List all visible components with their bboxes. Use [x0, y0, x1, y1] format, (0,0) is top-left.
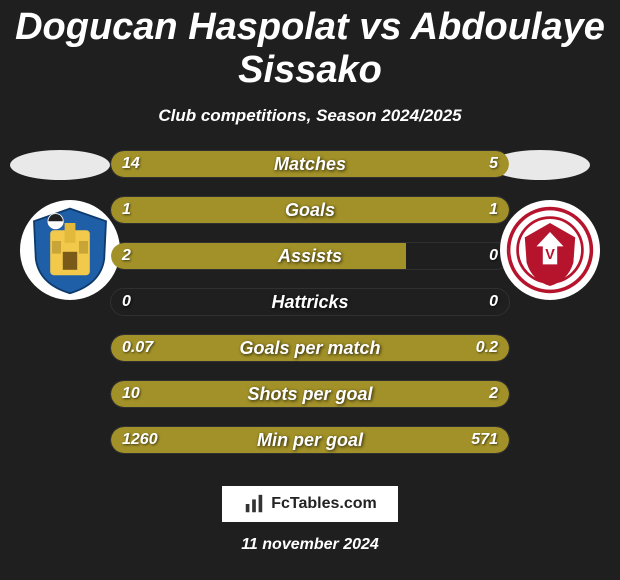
stat-bar-track: [110, 426, 510, 454]
stat-bar-right: [309, 197, 509, 223]
footer-date: 11 november 2024: [0, 536, 620, 554]
comparison-stage: V 145Matches11Goals20Assists00Hattricks0…: [0, 150, 620, 472]
stat-value-right: 0.2: [476, 334, 498, 362]
stat-value-left: 0: [122, 288, 131, 316]
stat-row: 145Matches: [0, 150, 620, 196]
stat-bar-left: [111, 151, 406, 177]
stat-value-left: 0.07: [122, 334, 153, 362]
stat-row: 0.070.2Goals per match: [0, 334, 620, 380]
stat-row: 1260571Min per goal: [0, 426, 620, 472]
stat-bar-track: [110, 334, 510, 362]
stat-row: 102Shots per goal: [0, 380, 620, 426]
stat-row: 00Hattricks: [0, 288, 620, 334]
bar-chart-icon: [243, 493, 265, 515]
stat-value-right: 1: [489, 196, 498, 224]
stat-value-right: 2: [489, 380, 498, 408]
stat-bar-track: [110, 150, 510, 178]
stat-value-right: 571: [471, 426, 498, 454]
stat-bar-right: [213, 335, 509, 361]
stat-value-right: 0: [489, 242, 498, 270]
stat-value-right: 5: [489, 150, 498, 178]
stat-bar-right: [442, 381, 509, 407]
stat-value-left: 1260: [122, 426, 158, 454]
stat-row: 20Assists: [0, 242, 620, 288]
stat-bar-track: [110, 288, 510, 316]
stat-bar-track: [110, 196, 510, 224]
page-title: Dogucan Haspolat vs Abdoulaye Sissako: [0, 0, 620, 92]
stat-bar-left: [111, 381, 444, 407]
stat-value-left: 10: [122, 380, 140, 408]
stat-value-left: 1: [122, 196, 131, 224]
subtitle: Club competitions, Season 2024/2025: [0, 106, 620, 126]
stat-value-right: 0: [489, 288, 498, 316]
brand-badge[interactable]: FcTables.com: [222, 486, 398, 522]
stat-bar-left: [111, 243, 406, 269]
stat-value-left: 2: [122, 242, 131, 270]
stat-bar-track: [110, 380, 510, 408]
stat-bar-track: [110, 242, 510, 270]
stat-row: 11Goals: [0, 196, 620, 242]
stat-value-left: 14: [122, 150, 140, 178]
stat-bar-left: [111, 197, 311, 223]
brand-text: FcTables.com: [271, 495, 377, 513]
